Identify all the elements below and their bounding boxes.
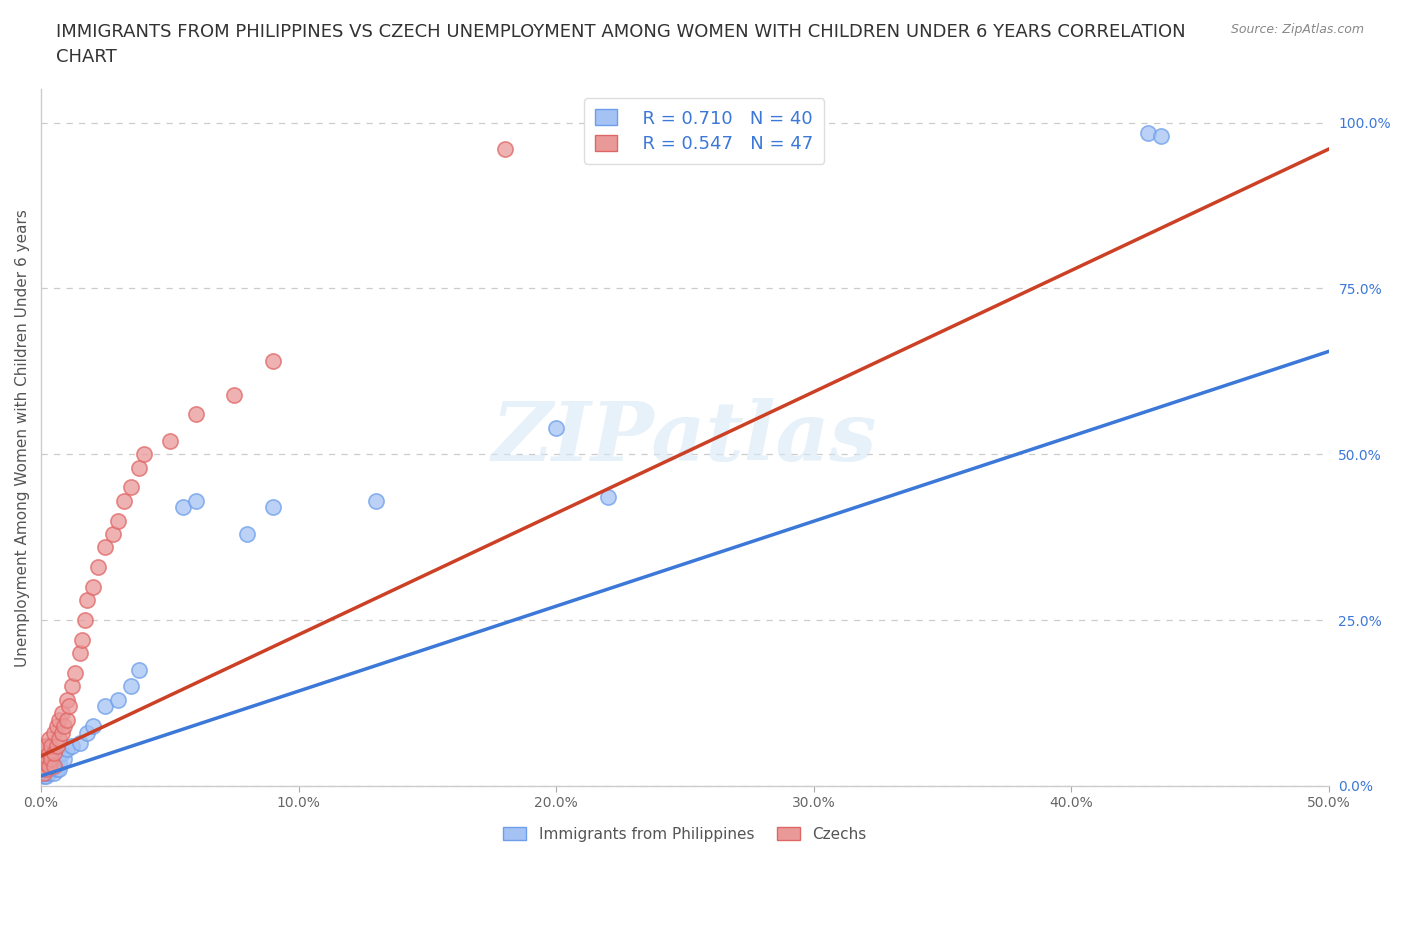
Point bbox=[120, 679, 142, 694]
Point bbox=[41, 755, 63, 770]
Point bbox=[494, 141, 516, 156]
Point bbox=[38, 759, 60, 774]
Legend: Immigrants from Philippines, Czechs: Immigrants from Philippines, Czechs bbox=[498, 820, 873, 848]
Text: CHART: CHART bbox=[56, 48, 117, 66]
Point bbox=[94, 698, 117, 713]
Point bbox=[32, 765, 55, 780]
Point bbox=[60, 738, 83, 753]
Text: IMMIGRANTS FROM PHILIPPINES VS CZECH UNEMPLOYMENT AMONG WOMEN WITH CHILDREN UNDE: IMMIGRANTS FROM PHILIPPINES VS CZECH UNE… bbox=[56, 23, 1185, 41]
Point bbox=[56, 742, 79, 757]
Point bbox=[236, 526, 259, 541]
Point bbox=[58, 698, 80, 713]
Point bbox=[32, 762, 55, 777]
Point bbox=[32, 759, 55, 774]
Point bbox=[42, 759, 65, 774]
Point bbox=[56, 692, 79, 707]
Point bbox=[69, 736, 91, 751]
Point bbox=[107, 513, 129, 528]
Point bbox=[112, 493, 135, 508]
Point bbox=[53, 719, 76, 734]
Text: ZIPatlas: ZIPatlas bbox=[492, 398, 877, 478]
Point bbox=[107, 692, 129, 707]
Point bbox=[35, 738, 58, 753]
Point bbox=[35, 765, 58, 780]
Point bbox=[42, 765, 65, 780]
Point bbox=[32, 765, 55, 780]
Point bbox=[45, 719, 67, 734]
Point bbox=[120, 480, 142, 495]
Point bbox=[596, 490, 619, 505]
Point bbox=[35, 762, 58, 777]
Point bbox=[132, 446, 155, 461]
Point bbox=[94, 539, 117, 554]
Point bbox=[184, 493, 207, 508]
Point bbox=[32, 738, 55, 753]
Point bbox=[63, 666, 86, 681]
Point bbox=[41, 738, 63, 753]
Point bbox=[48, 755, 70, 770]
Point bbox=[76, 725, 98, 740]
Point bbox=[42, 759, 65, 774]
Point bbox=[35, 755, 58, 770]
Point bbox=[82, 719, 104, 734]
Point bbox=[32, 759, 55, 774]
Point bbox=[32, 752, 55, 767]
Point bbox=[38, 765, 60, 780]
Text: Source: ZipAtlas.com: Source: ZipAtlas.com bbox=[1230, 23, 1364, 36]
Point bbox=[48, 712, 70, 727]
Point bbox=[38, 752, 60, 767]
Point bbox=[32, 745, 55, 760]
Point bbox=[262, 354, 284, 369]
Point bbox=[48, 762, 70, 777]
Point bbox=[262, 500, 284, 515]
Point bbox=[51, 725, 73, 740]
Point bbox=[51, 706, 73, 721]
Point bbox=[45, 738, 67, 753]
Point bbox=[35, 749, 58, 764]
Point bbox=[56, 712, 79, 727]
Y-axis label: Unemployment Among Women with Children Under 6 years: Unemployment Among Women with Children U… bbox=[15, 208, 30, 667]
Point bbox=[32, 768, 55, 783]
Point bbox=[53, 752, 76, 767]
Point bbox=[41, 762, 63, 777]
Point bbox=[128, 662, 150, 677]
Point bbox=[38, 745, 60, 760]
Point bbox=[48, 732, 70, 747]
Point bbox=[103, 526, 125, 541]
Point bbox=[60, 679, 83, 694]
Point bbox=[546, 420, 568, 435]
Point bbox=[172, 500, 194, 515]
Point bbox=[87, 560, 110, 575]
Point bbox=[82, 579, 104, 594]
Point bbox=[364, 493, 387, 508]
Point bbox=[76, 592, 98, 607]
Point bbox=[35, 759, 58, 774]
Point bbox=[69, 645, 91, 660]
Point bbox=[224, 387, 246, 402]
Point bbox=[128, 460, 150, 475]
Point bbox=[32, 755, 55, 770]
Point bbox=[42, 745, 65, 760]
Point bbox=[42, 725, 65, 740]
Point bbox=[159, 433, 181, 448]
Point bbox=[51, 745, 73, 760]
Point bbox=[184, 407, 207, 422]
Point bbox=[1150, 128, 1173, 143]
Point bbox=[72, 632, 94, 647]
Point bbox=[45, 762, 67, 777]
Point bbox=[1137, 125, 1160, 140]
Point bbox=[38, 732, 60, 747]
Point bbox=[45, 752, 67, 767]
Point bbox=[41, 752, 63, 767]
Point bbox=[38, 759, 60, 774]
Point bbox=[73, 613, 96, 628]
Point bbox=[35, 752, 58, 767]
Point bbox=[35, 768, 58, 783]
